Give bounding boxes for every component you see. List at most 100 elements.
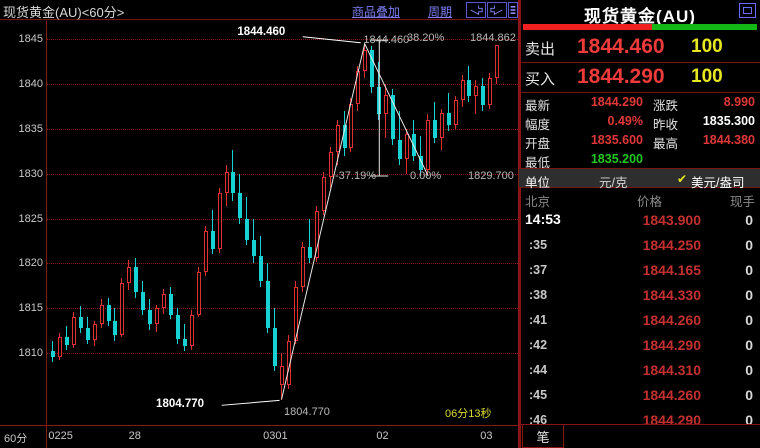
tick-time: :42 bbox=[529, 338, 548, 352]
tick-volume: 0 bbox=[745, 262, 753, 278]
tab-strip: 笔 bbox=[519, 424, 760, 448]
x-axis-tick: 02 bbox=[376, 430, 389, 442]
x-axis-tick: 0301 bbox=[263, 430, 288, 442]
tick-volume: 0 bbox=[745, 312, 753, 328]
low-value: 1835.200 bbox=[590, 152, 643, 166]
time-axis: 60分 0225 28 0301 02 03 bbox=[0, 425, 518, 448]
tick-row[interactable]: :45 1844.260 0 bbox=[519, 384, 760, 409]
quote-title: 现货黄金(AU) bbox=[584, 7, 696, 26]
price-axis: 1845 1840 1835 1830 1825 1820 1815 1810 bbox=[0, 21, 46, 425]
buy-volume: 100 bbox=[691, 66, 723, 87]
axis-period-label: 60分 bbox=[4, 433, 28, 445]
y-axis-tick: 1820 bbox=[18, 257, 43, 270]
x-axis-tick: 03 bbox=[480, 430, 493, 442]
gridline bbox=[47, 353, 518, 355]
pct-value: 0.49% bbox=[607, 114, 643, 128]
low-label: 最低 bbox=[525, 156, 551, 170]
pct-label: 幅度 bbox=[525, 118, 551, 132]
tick-time: :35 bbox=[529, 238, 548, 252]
tick-row[interactable]: :41 1844.260 0 bbox=[519, 309, 760, 334]
tick-volume: 0 bbox=[745, 337, 753, 353]
tick-price: 1844.260 bbox=[642, 387, 701, 403]
tab-bi[interactable]: 笔 bbox=[522, 425, 564, 448]
header-time: 北京 bbox=[525, 195, 551, 209]
tick-row[interactable]: 14:53 1843.900 0 bbox=[519, 209, 760, 234]
chart-pane: 现货黄金(AU)<60分> 商品叠加 周期 1845 1840 1835 1830 18… bbox=[0, 0, 518, 448]
y-axis-tick: 1830 bbox=[18, 167, 43, 180]
tick-price: 1844.330 bbox=[642, 287, 701, 303]
gridline bbox=[47, 308, 518, 310]
open-value: 1835.600 bbox=[590, 133, 643, 147]
unit-option-gram[interactable]: 元/克 bbox=[599, 176, 628, 190]
prevclose-label: 昨收 bbox=[653, 118, 679, 132]
stat-row-pct-prevclose: 幅度 0.49% 昨收 1835.300 bbox=[519, 114, 760, 133]
header-price: 价格 bbox=[637, 195, 663, 209]
tick-price: 1843.900 bbox=[642, 212, 701, 228]
tick-price: 1844.250 bbox=[642, 237, 701, 253]
tick-row[interactable]: :42 1844.290 0 bbox=[519, 334, 760, 359]
tick-time: :37 bbox=[529, 263, 548, 277]
y-axis-tick: 1845 bbox=[18, 32, 43, 45]
axis-divider bbox=[46, 426, 47, 448]
maximize-icon[interactable] bbox=[739, 3, 756, 18]
sell-price: 1844.460 bbox=[577, 35, 665, 58]
tick-price: 1844.290 bbox=[642, 337, 701, 353]
tick-row[interactable]: :44 1844.310 0 bbox=[519, 359, 760, 384]
tick-row[interactable]: :37 1844.165 0 bbox=[519, 259, 760, 284]
tick-volume: 0 bbox=[745, 412, 753, 428]
buy-row: 买入 1844.290 100 bbox=[519, 63, 760, 93]
tick-time: 14:53 bbox=[525, 211, 561, 227]
y-axis-tick: 1815 bbox=[18, 302, 43, 315]
sell-row: 卖出 1844.460 100 bbox=[519, 33, 760, 63]
stat-row-low: 最低 1835.200 bbox=[519, 152, 760, 171]
sell-volume: 100 bbox=[691, 36, 723, 57]
tick-price: 1844.260 bbox=[642, 312, 701, 328]
tick-volume: 0 bbox=[745, 362, 753, 378]
tick-table-header: 北京 价格 现手 bbox=[519, 189, 760, 209]
high-value: 1844.380 bbox=[702, 133, 755, 147]
period-link[interactable]: 周期 bbox=[428, 5, 453, 19]
gridline bbox=[47, 173, 518, 175]
tick-row[interactable]: :35 1844.250 0 bbox=[519, 234, 760, 259]
tick-time: :45 bbox=[529, 388, 548, 402]
y-axis-tick: 1840 bbox=[18, 77, 43, 90]
unit-label: 单位 bbox=[525, 176, 551, 190]
x-axis-tick: 28 bbox=[128, 430, 141, 442]
quote-pane: 现货黄金(AU) 卖出 1844.460 100 买入 1844.290 100… bbox=[518, 0, 760, 448]
open-label: 开盘 bbox=[525, 137, 551, 151]
stat-row-last-change: 最新 1844.290 涨跌 8.990 bbox=[519, 95, 760, 114]
candlestick-plot[interactable]: 1844.460 1844.460 1804.770 1804.770 38.20% 18… bbox=[46, 21, 518, 425]
change-label: 涨跌 bbox=[653, 99, 679, 113]
tick-price: 1844.310 bbox=[642, 362, 701, 378]
tick-time: :46 bbox=[529, 413, 548, 427]
unit-option-ounce[interactable]: 美元/盎司 bbox=[691, 176, 745, 190]
chart-toolbar: 现货黄金(AU)<60分> 商品叠加 周期 bbox=[0, 0, 518, 20]
tick-price: 1844.165 bbox=[642, 262, 701, 278]
gridline bbox=[47, 38, 518, 40]
stat-row-open-high: 开盘 1835.600 最高 1844.380 bbox=[519, 133, 760, 152]
gridlines bbox=[47, 21, 518, 425]
overlay-link[interactable]: 商品叠加 bbox=[352, 5, 401, 19]
tick-volume: 0 bbox=[745, 212, 753, 228]
tick-volume: 0 bbox=[745, 387, 753, 403]
y-axis-tick: 1810 bbox=[18, 347, 43, 360]
prev-arrow-icon[interactable] bbox=[466, 2, 486, 18]
tick-time: :38 bbox=[529, 288, 548, 302]
buy-label: 买入 bbox=[525, 71, 556, 88]
last-value: 1844.290 bbox=[590, 95, 643, 109]
tick-time: :41 bbox=[529, 313, 548, 327]
tick-volume: 0 bbox=[745, 237, 753, 253]
prevclose-value: 1835.300 bbox=[702, 114, 755, 128]
unit-selector-row: 单位 元/克 ✔ 美元/盎司 bbox=[519, 168, 760, 190]
gridline bbox=[47, 218, 518, 220]
list-menu-icon[interactable] bbox=[508, 2, 518, 18]
tick-volume: 0 bbox=[745, 287, 753, 303]
ratio-bar-sell-portion bbox=[523, 24, 652, 30]
next-arrow-icon[interactable] bbox=[487, 2, 507, 18]
check-icon: ✔ bbox=[677, 172, 688, 186]
last-label: 最新 bbox=[525, 99, 551, 113]
high-label: 最高 bbox=[653, 137, 679, 151]
sell-label: 卖出 bbox=[525, 41, 556, 58]
tick-row[interactable]: :38 1844.330 0 bbox=[519, 284, 760, 309]
